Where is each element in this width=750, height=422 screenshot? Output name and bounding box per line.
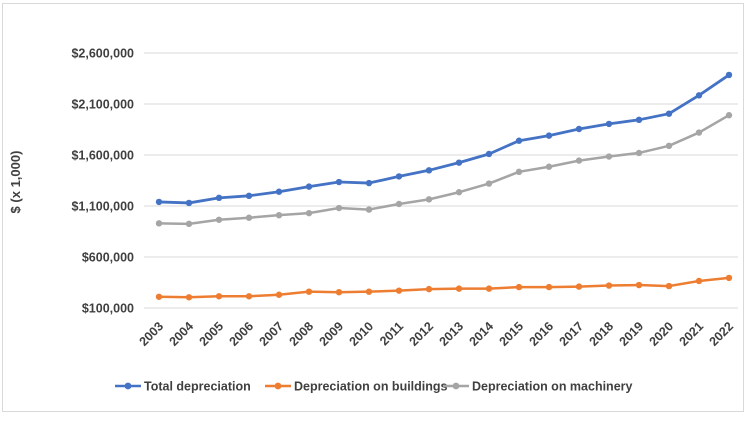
data-point-marker <box>665 142 673 150</box>
data-point-marker <box>635 149 643 157</box>
legend-dot-marker <box>274 382 282 390</box>
data-point-marker <box>575 125 583 133</box>
legend-label: Total depreciation <box>144 380 251 394</box>
legend-item: Depreciation on machinery <box>443 380 633 394</box>
legend-label: Depreciation on machinery <box>472 380 633 394</box>
data-point-marker <box>605 282 613 289</box>
data-point-marker <box>185 199 193 207</box>
data-point-marker <box>425 167 433 174</box>
data-point-marker <box>275 211 283 219</box>
legend-item: Total depreciation <box>115 380 251 394</box>
data-point-marker <box>725 112 733 119</box>
data-point-marker <box>305 288 313 295</box>
series-line <box>158 114 730 226</box>
data-point-marker <box>395 287 403 294</box>
data-point-marker <box>575 283 583 290</box>
data-point-marker <box>455 159 463 166</box>
data-point-marker <box>245 293 253 300</box>
data-point-marker <box>185 294 193 301</box>
data-point-marker <box>215 216 223 223</box>
data-point-marker <box>335 178 343 186</box>
legend-dot-marker <box>124 382 132 390</box>
data-point-marker <box>425 285 433 293</box>
data-point-marker <box>725 71 733 79</box>
data-point-marker <box>395 173 403 180</box>
data-point-marker <box>395 200 403 208</box>
data-point-marker <box>365 179 373 187</box>
y-axis-title: $ (x 1,000) <box>8 151 23 214</box>
data-point-marker <box>425 196 433 203</box>
data-point-marker <box>695 92 703 99</box>
data-point-marker <box>695 277 703 285</box>
data-point-marker <box>155 220 163 227</box>
data-point-marker <box>665 110 673 117</box>
legend-dot-marker <box>452 382 460 390</box>
data-point-marker <box>665 282 673 290</box>
data-point-marker <box>605 120 613 128</box>
data-point-marker <box>245 192 253 199</box>
series-depreciation-on-buildings <box>155 274 733 301</box>
y-tick-label: $600,000 <box>82 251 134 265</box>
data-point-marker <box>485 180 493 187</box>
data-point-marker <box>305 183 313 190</box>
data-point-marker <box>545 132 553 139</box>
data-point-marker <box>725 274 733 282</box>
data-point-marker <box>695 129 703 136</box>
series-depreciation-on-machinery <box>155 112 733 228</box>
data-point-marker <box>155 198 163 206</box>
data-point-marker <box>515 137 523 144</box>
series-total-depreciation <box>155 71 733 207</box>
data-point-marker <box>275 291 283 298</box>
chart-border <box>2 3 744 412</box>
data-point-marker <box>275 188 283 195</box>
legend-item: Depreciation on buildings <box>265 380 448 394</box>
data-point-marker <box>215 194 223 202</box>
data-point-marker <box>515 283 523 291</box>
series-line <box>158 276 730 299</box>
y-tick-label: $1,600,000 <box>71 149 134 163</box>
data-point-marker <box>605 153 613 160</box>
data-point-marker <box>575 157 583 164</box>
legend-label: Depreciation on buildings <box>294 380 448 394</box>
series-line <box>158 73 730 205</box>
data-point-marker <box>545 163 553 170</box>
data-point-marker <box>485 150 493 158</box>
data-point-marker <box>215 293 223 300</box>
data-point-marker <box>185 220 193 228</box>
data-point-marker <box>365 288 373 295</box>
data-point-marker <box>455 189 463 196</box>
data-point-marker <box>515 168 523 176</box>
y-tick-label: $2,100,000 <box>71 98 134 112</box>
data-point-marker <box>635 116 643 124</box>
data-point-marker <box>455 285 463 292</box>
y-tick-label: $1,100,000 <box>71 200 134 214</box>
data-point-marker <box>485 285 493 292</box>
data-point-marker <box>245 214 253 221</box>
y-tick-label: $2,600,000 <box>71 47 134 61</box>
data-point-marker <box>545 283 553 291</box>
data-point-marker <box>635 281 643 289</box>
data-point-marker <box>335 204 343 212</box>
data-point-marker <box>305 209 313 217</box>
y-tick-label: $100,000 <box>82 302 134 316</box>
data-point-marker <box>365 206 373 213</box>
data-point-marker <box>335 288 343 296</box>
data-point-marker <box>155 293 163 300</box>
